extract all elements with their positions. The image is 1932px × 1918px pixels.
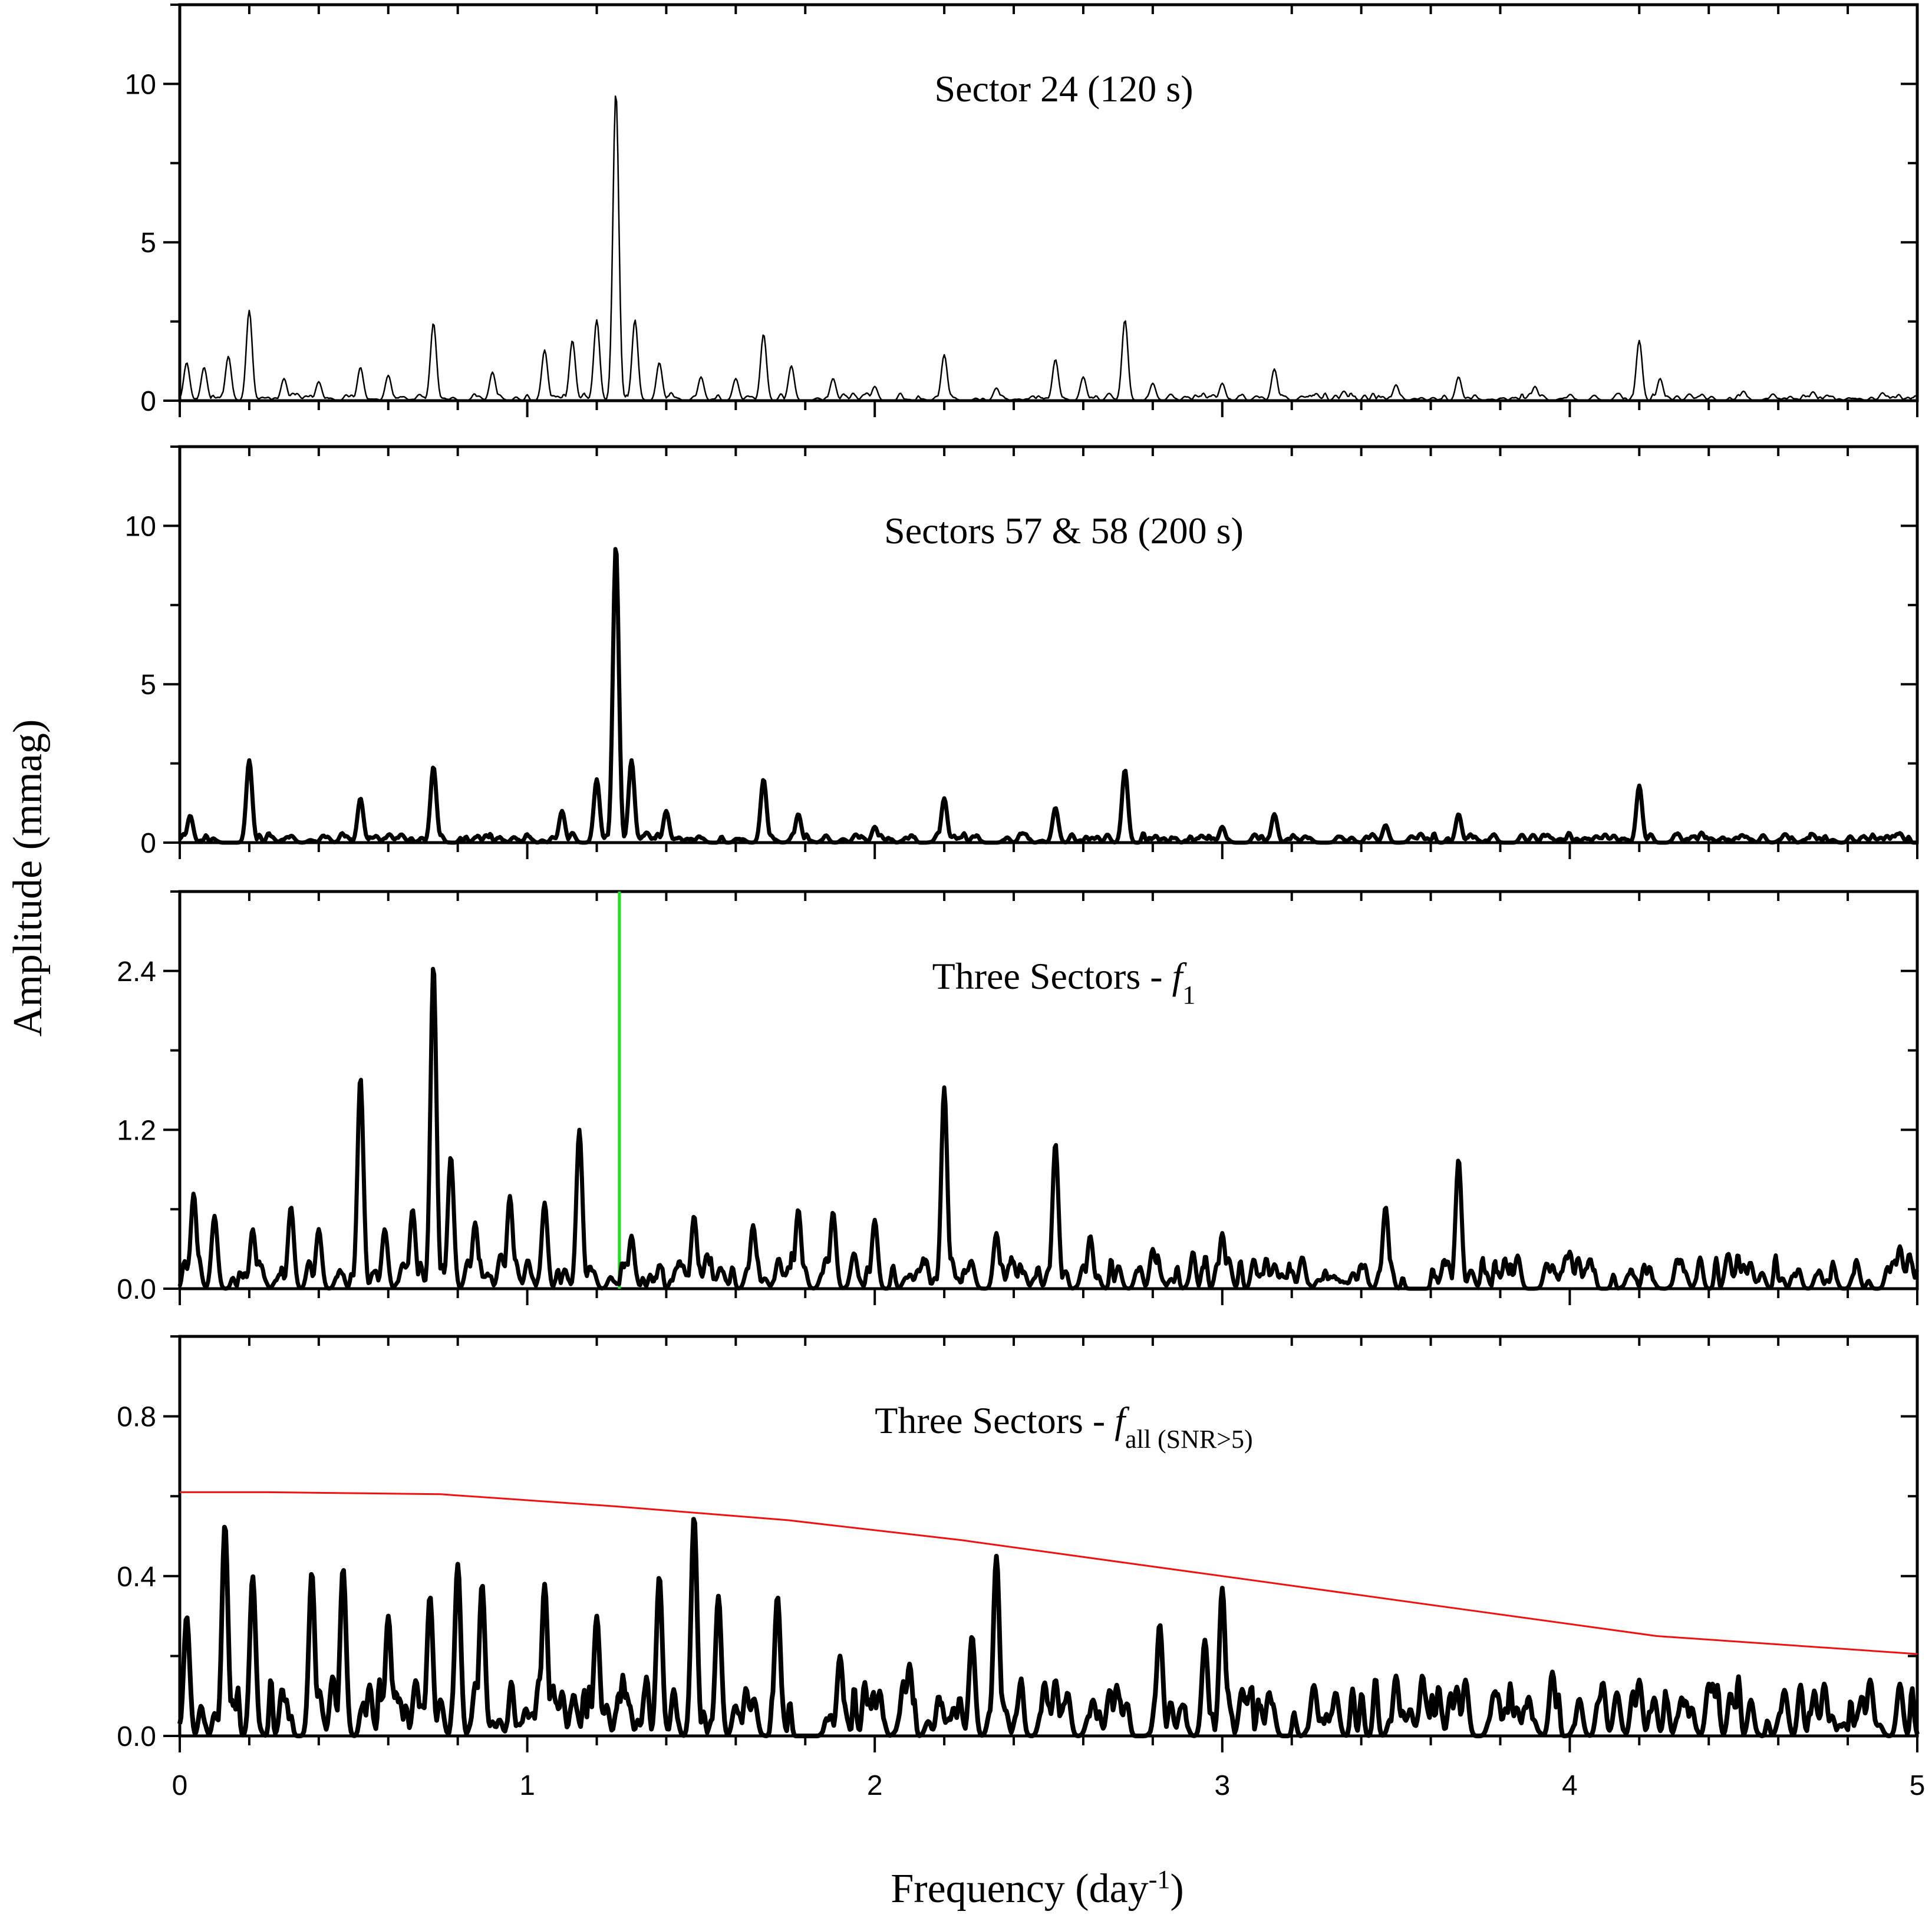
panel-frame <box>178 1335 1919 1738</box>
snr-threshold-line <box>180 1491 1918 1655</box>
x-tick-label: 4 <box>1562 1770 1578 1801</box>
panel-title: Three Sectors - f1 <box>932 955 1196 1009</box>
panel-3: 0.0 1.2 2.4 Three Sectors - f1 <box>117 890 1920 1305</box>
panel-frame <box>178 445 1919 844</box>
y-tick-label: 5 <box>140 227 156 259</box>
panel-title-subscript: 1 <box>1182 981 1195 1009</box>
panel-title-main: Three Sectors - <box>875 1399 1115 1441</box>
panel-title: Sectors 57 & 58 (200 s) <box>884 510 1244 552</box>
amplitude-spectrum-line <box>178 547 1918 845</box>
panel-title: Three Sectors - fall (SNR>5) <box>875 1399 1252 1454</box>
y-tick-label: 0 <box>140 386 156 417</box>
x-axis-title: Frequency (day-1) <box>891 1865 1183 1912</box>
y-tick-label: 10 <box>125 69 156 100</box>
x-axis-title-main: Frequency (day <box>891 1866 1148 1912</box>
panel-4: 0 1 2 3 4 5 0.0 0.4 0.8 Three Sectors - fall (SNR… <box>117 1335 1926 1801</box>
y-tick-label: 0.4 <box>117 1562 156 1593</box>
y-tick-label: 5 <box>140 669 156 701</box>
x-tick-label: 3 <box>1214 1770 1230 1801</box>
y-tick-label: 0.0 <box>117 1274 156 1305</box>
panel-1: 0 5 10 Sector 24 (120 s) <box>125 3 1919 417</box>
y-tick-label: 10 <box>125 511 156 542</box>
panel-title-subscript: all (SNR>5) <box>1125 1425 1253 1454</box>
amplitude-spectrum-line <box>179 95 1918 402</box>
y-tick-label: 0 <box>140 828 156 859</box>
panel-2: 0 5 10 Sectors 57 & 58 (200 s) <box>125 445 1919 859</box>
y-tick-label: 1.2 <box>117 1115 156 1146</box>
amplitude-spectrum-line <box>177 966 1920 1291</box>
x-tick-label: 0 <box>172 1770 188 1801</box>
y-tick-label: 0.8 <box>117 1402 156 1433</box>
y-tick-label: 2.4 <box>117 956 156 988</box>
x-tick-label: 1 <box>519 1770 535 1801</box>
x-tick-label: 5 <box>1910 1770 1926 1801</box>
amplitude-spectrum-line <box>177 1517 1920 1738</box>
x-tick-label: 2 <box>867 1770 883 1801</box>
panel-title-main: Three Sectors - <box>932 955 1172 997</box>
panel-frame <box>178 3 1919 402</box>
x-axis-title-close: ) <box>1170 1866 1183 1912</box>
x-axis-title-exponent: -1 <box>1149 1865 1171 1894</box>
y-tick-label: 0.0 <box>117 1721 156 1752</box>
y-axis-title: Amplitude (mmag) <box>5 719 51 1037</box>
panel-title: Sector 24 (120 s) <box>934 68 1193 110</box>
